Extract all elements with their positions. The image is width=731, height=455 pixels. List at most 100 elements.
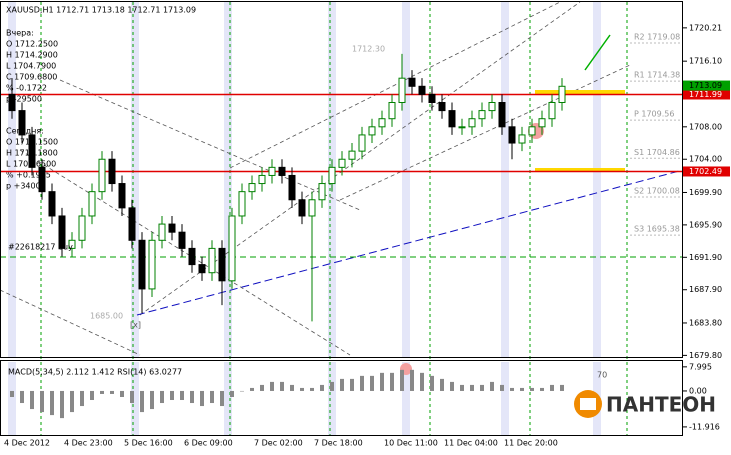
candle-body: [28, 134, 36, 168]
trend-line: [136, 169, 684, 316]
candle-body: [528, 126, 536, 136]
macd-bar: [150, 390, 154, 410]
macd-bar: [130, 390, 134, 404]
macd-bar: [220, 390, 224, 407]
arrow-line: [584, 34, 611, 71]
last-price-tag: [683, 80, 730, 91]
macd-bar: [400, 369, 404, 391]
candle-body: [118, 183, 126, 209]
info-line: p -29500: [6, 95, 42, 104]
pivot-label: P 1709.56: [634, 110, 674, 119]
macd-bar: [260, 384, 264, 391]
x-tick-label: 11 Dec 20:00: [504, 439, 558, 448]
info-line: C 1709.6800: [6, 73, 57, 82]
macd-bar: [190, 390, 194, 404]
macd-bar: [510, 387, 514, 391]
y-tick-label: 1691.90: [689, 253, 722, 262]
indicator-frame: [0, 360, 683, 436]
annotation: 1685.00: [90, 312, 123, 321]
level-tag: [683, 166, 730, 177]
candle-body: [88, 191, 96, 217]
y-tick-label: 1716.10: [689, 57, 722, 66]
macd-bar: [200, 390, 204, 407]
macd-bar: [40, 390, 44, 413]
macd-bar: [180, 390, 184, 401]
macd-bar: [230, 390, 234, 397]
candle-body: [148, 239, 156, 290]
candle-body: [248, 183, 256, 193]
annotation: 1712.30: [352, 45, 385, 54]
y-tick-label: 1679.80: [689, 351, 722, 360]
macd-bar: [10, 390, 14, 397]
macd-bar: [490, 381, 494, 391]
macd-bar: [170, 390, 174, 401]
candle-body: [58, 215, 66, 249]
candle-body: [518, 134, 526, 144]
candle-body: [358, 134, 366, 152]
candle-body: [418, 85, 426, 95]
candle-body: [428, 93, 436, 104]
macd-bar: [100, 390, 104, 394]
macd-bar: [410, 369, 414, 391]
candle-body: [438, 102, 446, 112]
main-frame: [0, 1, 683, 358]
macd-bar: [290, 384, 294, 391]
info-line: L 1704.7900: [6, 62, 56, 71]
macd-bar: [470, 384, 474, 391]
candle-body: [98, 158, 106, 193]
candle-body: [268, 166, 276, 176]
candle-body: [188, 247, 196, 266]
info-line: Вчера:: [6, 29, 34, 38]
macd-bar: [440, 378, 444, 391]
x-tick-label: 7 Dec 18:00: [314, 439, 363, 448]
candle-body: [168, 223, 176, 233]
info-line: H 1714.2900: [6, 51, 58, 60]
macd-bar: [270, 381, 274, 391]
channel-lines: [0, 1, 631, 356]
x-tick-label: 10 Dec 11:00: [384, 439, 438, 448]
candle-body: [258, 174, 266, 185]
level-label: 1711.99: [689, 90, 722, 99]
macd-bar: [460, 384, 464, 391]
candle-body: [478, 110, 486, 120]
macd-bar: [320, 384, 324, 391]
zone: [535, 168, 625, 172]
candle-body: [288, 174, 296, 201]
macd-bar: [330, 381, 334, 391]
macd-bar: [520, 387, 524, 391]
macd-bar: [530, 387, 534, 391]
macd-bar: [560, 384, 564, 391]
macd-bar: [20, 390, 24, 404]
y-tick-label: 1704.00: [689, 155, 722, 164]
macd-bar: [420, 372, 424, 391]
macd-bar: [450, 381, 454, 391]
pivot-label: R2 1719.08: [634, 33, 680, 42]
rsi-level: 70: [597, 371, 607, 380]
x-tick-label: 11 Dec 04:00: [444, 439, 498, 448]
candle-body: [158, 223, 166, 241]
macd-bar: [210, 390, 214, 404]
macd-bar: [340, 378, 344, 391]
macd-bar: [60, 390, 64, 419]
zone: [535, 90, 625, 94]
pivot-label: S3 1695.38: [634, 225, 680, 234]
y-tick-label: 1687.90: [689, 285, 722, 294]
candle-body: [238, 191, 246, 217]
candle-body: [278, 166, 286, 176]
indicator-title: MACD(5,34,5) 2.112 1.412 RSI(14) 63.0277: [8, 368, 182, 377]
candle-body: [338, 158, 346, 168]
macd-bar: [250, 387, 254, 391]
candle-body: [468, 118, 476, 128]
candle-body: [328, 166, 336, 185]
header: XAUUSD,H1 1712.71 1713.18 1712.71 1713.0…: [6, 6, 196, 15]
y-tick-label: 1708.00: [689, 122, 722, 131]
y-tick-label: 1683.80: [689, 318, 722, 327]
macd-bar: [380, 372, 384, 391]
macd-bar: [300, 387, 304, 391]
indicator-tick-label: 7.995: [689, 362, 712, 371]
macd-bar: [370, 375, 374, 391]
candle-body: [498, 102, 506, 128]
logo: ПАНТЕОН: [574, 390, 716, 418]
candle-body: [298, 199, 306, 217]
